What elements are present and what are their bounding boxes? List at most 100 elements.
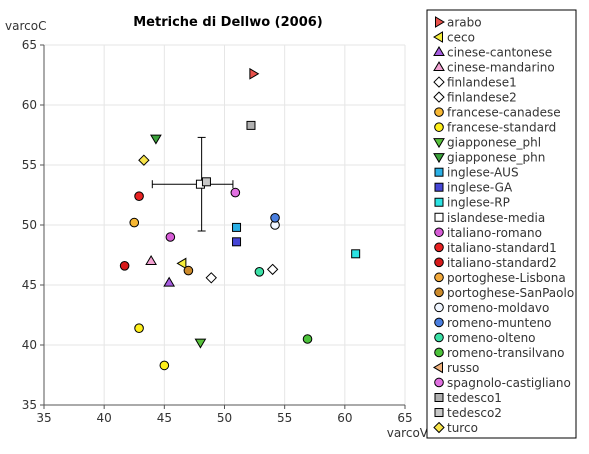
x-tick-label: 40	[97, 411, 112, 425]
data-point-tedesco2	[201, 177, 211, 187]
data-point-finlandese2	[266, 263, 279, 276]
legend-marker-romeno-munteno	[434, 317, 444, 328]
legend-label: italiano-standard2	[447, 256, 557, 270]
legend-marker-portoghese-Lisbona	[434, 272, 444, 283]
data-point-italiano-standard2	[119, 261, 130, 271]
data-point-inglese-GA	[232, 237, 242, 247]
legend-marker-francese-standard	[434, 122, 444, 132]
legend-label: romeno-moldavo	[447, 301, 549, 315]
data-point-romeno-olteno	[254, 267, 265, 277]
legend-marker-romeno-transilvano	[434, 347, 444, 358]
legend-label: portoghese-SanPaolo	[447, 286, 574, 300]
legend-label: turco	[447, 421, 478, 435]
legend-label: tedesco1	[447, 391, 502, 405]
data-point-ceco	[176, 257, 187, 270]
legend-marker-cinese-mandarino	[433, 61, 445, 72]
y-tick-label: 65	[22, 38, 37, 52]
legend-marker-tedesco2	[434, 408, 444, 418]
x-axis-label: varcoV	[387, 426, 429, 440]
data-point-turco	[138, 154, 150, 166]
y-tick-label: 35	[22, 398, 37, 412]
legend-marker-francese-canadese	[434, 107, 444, 117]
x-tick-label: 60	[337, 411, 352, 425]
legend-marker-romeno-olteno	[434, 332, 444, 343]
legend-label: portoghese-Lisbona	[447, 271, 566, 285]
legend-marker-inglese-RP	[434, 197, 444, 207]
x-tick-label: 50	[217, 411, 232, 425]
data-point-cinese-mandarino	[145, 255, 157, 265]
data-point-giapponese_phl	[194, 338, 207, 349]
legend-label: italiano-standard1	[447, 241, 557, 255]
data-point-italiano-standard1	[134, 191, 144, 201]
legend-label: tedesco2	[447, 406, 502, 420]
legend-label: finlandese1	[447, 76, 517, 90]
legend-label: russo	[447, 361, 479, 375]
legend-label: spagnolo-castigliano	[447, 376, 571, 390]
legend-marker-turco	[433, 421, 445, 434]
legend-marker-spagnolo-castigliano	[434, 377, 444, 388]
legend-label: cinese-mandarino	[447, 61, 555, 75]
y-tick-label: 55	[22, 158, 37, 172]
chart-title: Metriche di Dellwo (2006)	[133, 15, 322, 30]
legend-box	[426, 9, 577, 439]
data-point-portoghese-SanPaolo	[183, 265, 194, 276]
data-point-tedesco1	[246, 120, 256, 130]
data-point-cinese-cantonese	[163, 276, 176, 287]
legend-label: giapponese_phl	[447, 136, 541, 150]
data-point-francese-canadese	[129, 217, 140, 228]
legend-marker-russo	[433, 361, 443, 374]
legend-label: inglese-GA	[447, 181, 513, 195]
data-point-finlandese1	[205, 272, 217, 284]
legend-label: giapponese_phn	[447, 151, 545, 165]
legend-marker-arabo	[435, 16, 445, 28]
data-point-francese-standard	[159, 360, 170, 371]
legend-marker-finlandese2	[433, 91, 445, 103]
data-point-giapponese_phn	[150, 134, 162, 145]
legend-marker-ceco	[433, 31, 443, 43]
data-point-romeno-munteno	[270, 213, 280, 223]
legend-label: inglese-RP	[447, 196, 510, 210]
y-tick-label: 50	[22, 218, 37, 232]
legend-marker-inglese-AUS	[434, 167, 444, 177]
data-point-spagnolo-castigliano	[230, 187, 241, 198]
data-point-francese-standard	[134, 323, 144, 334]
legend-marker-giapponese_phn	[433, 153, 445, 164]
legend-label: romeno-munteno	[447, 316, 552, 330]
data-point-inglese-AUS	[232, 222, 242, 232]
x-tick-label: 35	[36, 411, 51, 425]
y-tick-label: 40	[22, 338, 37, 352]
y-axis-label: varcoC	[5, 19, 46, 33]
legend-marker-romeno-moldavo	[434, 302, 444, 313]
legend-marker-giapponese_phl	[433, 138, 445, 149]
x-tick-label: 65	[397, 411, 412, 425]
data-point-romeno-transilvano	[302, 334, 313, 344]
y-tick-label: 60	[22, 98, 37, 112]
legend-marker-inglese-GA	[434, 182, 444, 192]
data-point-inglese-RP	[351, 249, 361, 259]
legend-label: italiano-romano	[447, 226, 542, 240]
legend-marker-finlandese1	[433, 76, 445, 88]
legend-label: cinese-cantonese	[447, 46, 552, 60]
data-point-italiano-romano	[165, 232, 176, 242]
legend-label: ceco	[447, 31, 475, 45]
legend-marker-italiano-standard2	[434, 257, 444, 268]
legend-label: romeno-transilvano	[447, 346, 565, 360]
x-tick-label: 45	[157, 411, 172, 425]
legend-label: finlandese2	[447, 91, 517, 105]
legend-marker-portoghese-SanPaolo	[434, 287, 444, 298]
y-tick-label: 45	[22, 278, 37, 292]
legend-marker-cinese-cantonese	[433, 46, 445, 57]
legend-label: francese-canadese	[447, 106, 561, 120]
legend-label: romeno-olteno	[447, 331, 536, 345]
legend-marker-italiano-standard1	[434, 242, 444, 253]
x-tick-label: 55	[277, 411, 292, 425]
legend-label: arabo	[447, 16, 482, 30]
axes: 35 40 45 50 55 60 65 35 40 45 50 55 60 65	[22, 38, 413, 425]
legend-label: francese-standard	[447, 121, 556, 135]
legend-marker-italiano-romano	[434, 227, 444, 238]
data-points	[119, 67, 361, 371]
legend-marker-tedesco1	[434, 393, 444, 402]
legend-marker-islandese-media	[434, 212, 444, 222]
data-point-arabo	[249, 67, 260, 80]
